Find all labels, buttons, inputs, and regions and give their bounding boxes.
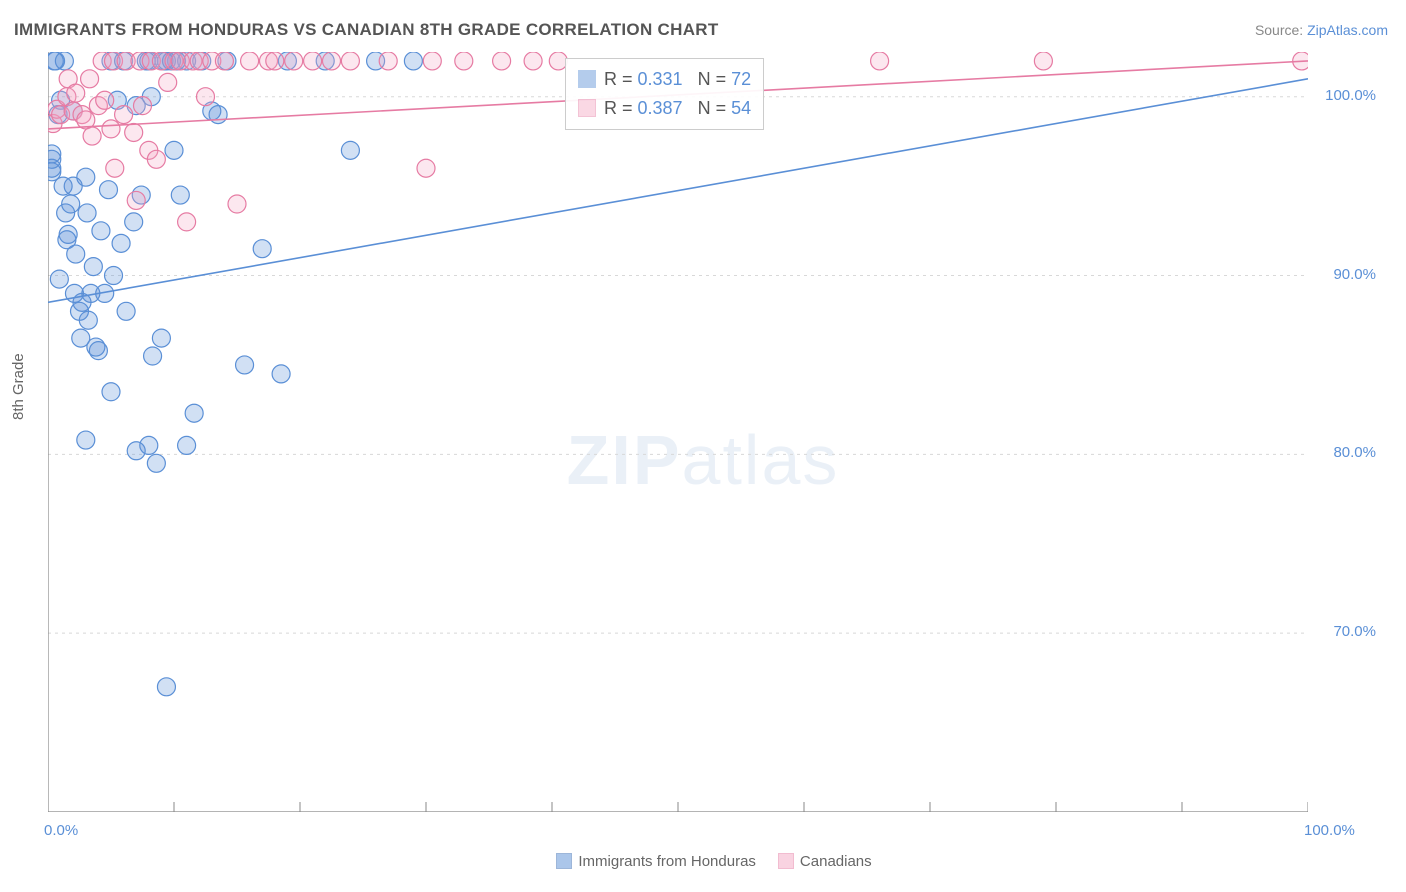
source-link[interactable]: ZipAtlas.com	[1307, 22, 1388, 38]
y-axis-label: 8th Grade	[10, 353, 27, 420]
y-tick-label: 90.0%	[1316, 266, 1376, 283]
chart-plot-area	[48, 52, 1394, 812]
legend-label: Canadians	[800, 853, 872, 870]
legend-label: Immigrants from Honduras	[578, 853, 756, 870]
legend-swatch	[556, 853, 572, 869]
bottom-legend: Immigrants from Honduras Canadians	[0, 853, 1406, 870]
y-tick-label: 70.0%	[1316, 623, 1376, 640]
legend-swatch	[778, 853, 794, 869]
x-tick-label: 100.0%	[1304, 822, 1355, 839]
stats-row: R = 0.387 N = 54	[578, 94, 751, 123]
y-tick-label: 80.0%	[1316, 444, 1376, 461]
correlation-stats-box: R = 0.331 N = 72R = 0.387 N = 54	[565, 58, 764, 130]
x-tick-label: 0.0%	[44, 822, 78, 839]
chart-title: IMMIGRANTS FROM HONDURAS VS CANADIAN 8TH…	[14, 20, 719, 40]
y-tick-label: 100.0%	[1316, 87, 1376, 104]
source-prefix: Source:	[1255, 22, 1307, 38]
source-attribution: Source: ZipAtlas.com	[1255, 22, 1388, 38]
scatter-chart-svg	[48, 52, 1308, 812]
stats-row: R = 0.331 N = 72	[578, 65, 751, 94]
